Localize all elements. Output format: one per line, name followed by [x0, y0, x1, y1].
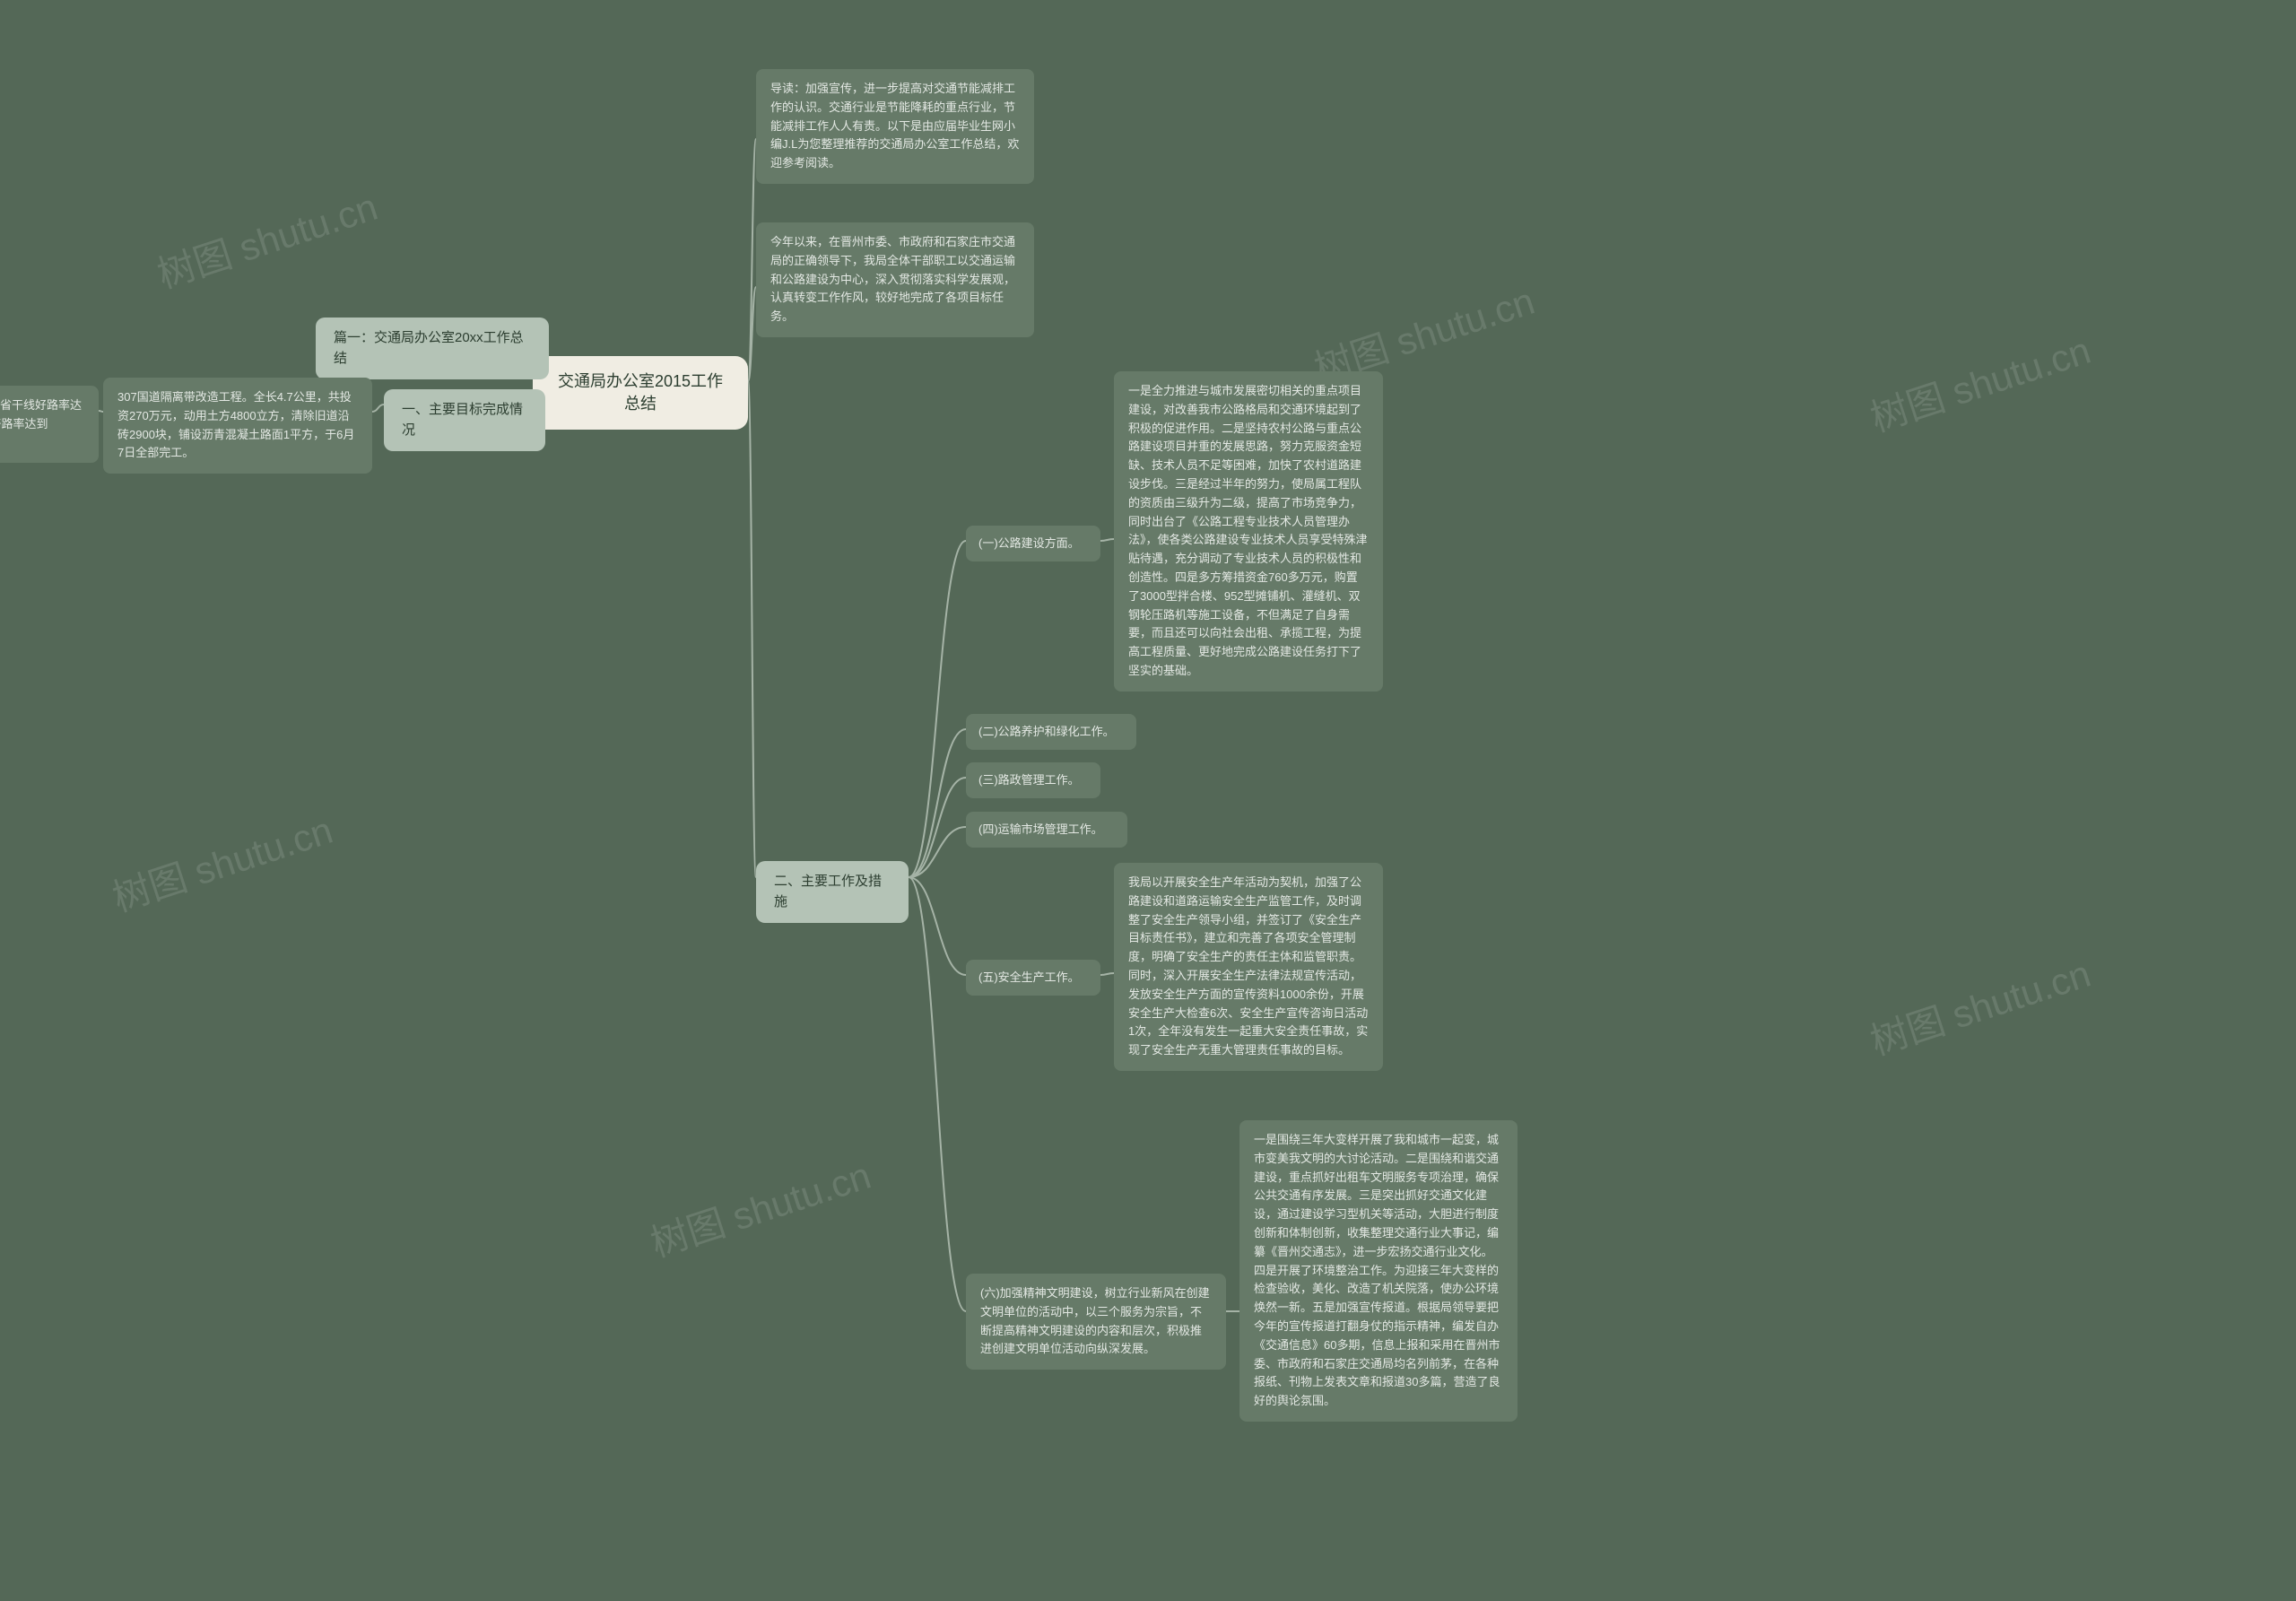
- mindmap-node-c1[interactable]: (一)公路建设方面。: [966, 526, 1100, 561]
- mindmap-node-b2a[interactable]: 307国道隔离带改造工程。全长4.7公里，共投资270万元，动用土方4800立方…: [103, 378, 372, 474]
- edge: [909, 541, 966, 877]
- mindmap-node-intro2[interactable]: 今年以来，在晋州市委、市政府和石家庄市交通局的正确领导下，我局全体干部职工以交通…: [756, 222, 1034, 337]
- edge: [909, 778, 966, 877]
- edge: [909, 729, 966, 877]
- watermark: 树图 shutu.cn: [643, 1145, 877, 1268]
- edge: [748, 381, 756, 877]
- mindmap-node-intro1[interactable]: 导读：加强宣传，进一步提高对交通节能减排工作的认识。交通行业是节能降耗的重点行业…: [756, 69, 1034, 184]
- edge: [748, 139, 756, 381]
- edge: [909, 877, 966, 1311]
- mindmap-node-c3[interactable]: (三)路政管理工作。: [966, 762, 1100, 798]
- root-node[interactable]: 交通局办公室2015工作总结: [533, 356, 748, 430]
- mindmap-node-c6[interactable]: (六)加强精神文明建设，树立行业新风在创建文明单位的活动中，以三个服务为宗旨，不…: [966, 1274, 1226, 1370]
- mindmap-node-c4[interactable]: (四)运输市场管理工作。: [966, 812, 1127, 848]
- watermark: 树图 shutu.cn: [1863, 320, 2097, 443]
- mindmap-node-c2[interactable]: (二)公路养护和绿化工作。: [966, 714, 1136, 750]
- mindmap-node-b3[interactable]: 二、主要工作及措施: [756, 861, 909, 923]
- mindmap-node-c1t[interactable]: 一是全力推进与城市发展密切相关的重点项目建设，对改善我市公路格局和交通环境起到了…: [1114, 371, 1383, 692]
- mindmap-node-c5[interactable]: (五)安全生产工作。: [966, 960, 1100, 996]
- edge: [909, 827, 966, 877]
- mindmap-node-c5t[interactable]: 我局以开展安全生产年活动为契机，加强了公路建设和道路运输安全生产监管工作，及时调…: [1114, 863, 1383, 1071]
- edge: [909, 877, 966, 975]
- mindmap-node-b2b[interactable]: 公路养护工作。国省干线好路率达到85.5%;地方路好路率达到73.1%。: [0, 386, 99, 463]
- edge: [1100, 973, 1114, 975]
- mindmap-node-b1[interactable]: 篇一：交通局办公室20xx工作总结: [316, 318, 549, 379]
- edge: [372, 405, 384, 412]
- mindmap-node-c6t[interactable]: 一是围绕三年大变样开展了我和城市一起变，城市变美我文明的大讨论活动。二是围绕和谐…: [1239, 1120, 1518, 1422]
- mindmap-node-b2[interactable]: 一、主要目标完成情况: [384, 389, 545, 451]
- watermark: 树图 shutu.cn: [105, 800, 339, 923]
- watermark: 树图 shutu.cn: [1863, 944, 2097, 1066]
- edge: [748, 287, 756, 381]
- edge: [1100, 539, 1114, 541]
- watermark: 树图 shutu.cn: [150, 177, 384, 300]
